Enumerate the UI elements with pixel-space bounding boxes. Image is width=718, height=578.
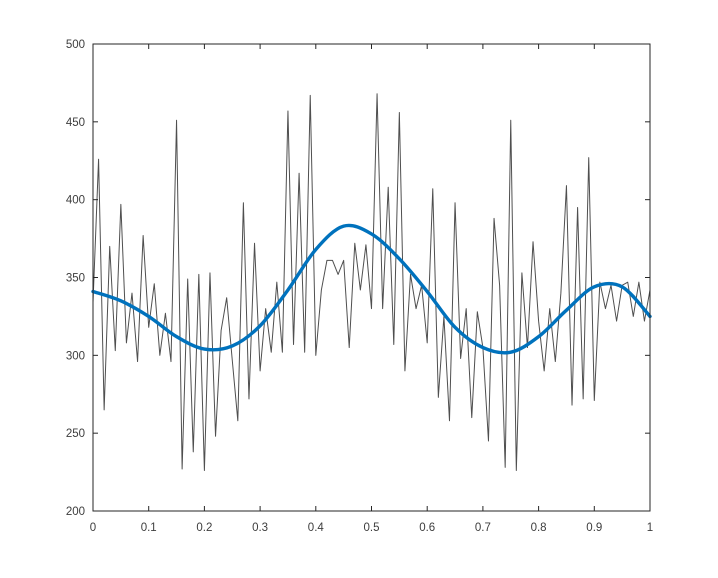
- y-tick-label: 450: [66, 117, 85, 129]
- x-tick-label: 0.9: [586, 522, 602, 534]
- x-tick-label: 0.7: [475, 522, 491, 534]
- x-tick-label: 0.2: [196, 522, 212, 534]
- x-tick-label: 0: [90, 522, 96, 534]
- axes-box: [92, 43, 651, 512]
- x-tick-label: 0.8: [531, 522, 547, 534]
- x-tick-label: 1: [647, 522, 653, 534]
- y-tick-label: 300: [66, 350, 85, 362]
- x-tick-label: 0.5: [364, 522, 380, 534]
- x-tick-label: 0.1: [141, 522, 157, 534]
- smoothed-trend-line: [91, 223, 652, 355]
- y-tick-label: 350: [66, 273, 85, 285]
- x-tick-label: 0.3: [252, 522, 268, 534]
- x-tick-label: 0.4: [308, 522, 325, 534]
- noisy-signal-line: [92, 93, 651, 472]
- y-tick-label: 200: [66, 506, 85, 518]
- y-tick-label: 400: [66, 195, 85, 207]
- x-tick-label: 0.6: [419, 522, 435, 534]
- y-tick-label: 500: [66, 39, 85, 51]
- y-tick-label: 250: [66, 428, 85, 440]
